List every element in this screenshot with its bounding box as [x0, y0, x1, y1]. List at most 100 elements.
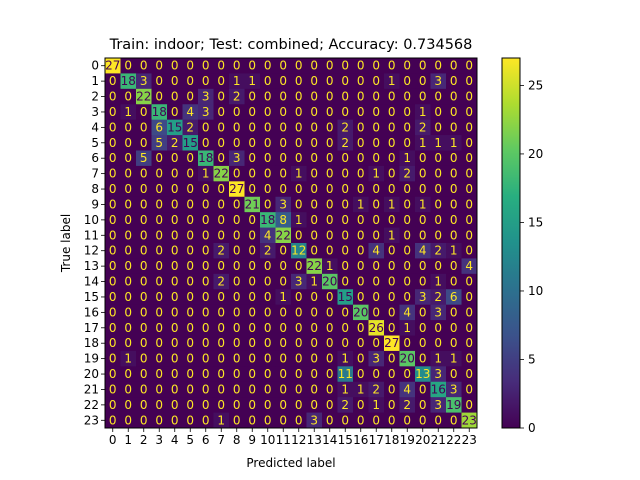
y-axis-label: True label	[59, 214, 73, 273]
cell-value-label: 0	[186, 59, 194, 73]
cell-value-label: 0	[109, 228, 117, 242]
cell-value-label: 0	[295, 120, 303, 134]
cell-value-label: 0	[233, 290, 241, 304]
heatmap-cell	[430, 135, 447, 151]
heatmap-cell	[291, 258, 307, 275]
cell-value-label: 0	[372, 413, 380, 427]
cell-value-label: 18	[198, 151, 213, 165]
cell-value-label: 0	[155, 367, 163, 381]
heatmap-cell	[136, 335, 152, 352]
heatmap-cell	[306, 212, 323, 228]
heatmap-cell	[368, 104, 385, 121]
cell-value-label: 2	[217, 244, 225, 258]
cell-value-label: 0	[140, 398, 148, 412]
y-tick-label: 10	[84, 213, 99, 227]
heatmap-cell	[368, 304, 385, 321]
heatmap-cell	[322, 181, 338, 198]
cell-value-label: 0	[264, 90, 272, 104]
cell-value-label: 0	[264, 305, 272, 319]
heatmap-cell	[167, 320, 183, 336]
cell-value-label: 0	[233, 213, 241, 227]
cell-value-label: 0	[248, 244, 256, 258]
y-tick-label: 17	[84, 321, 99, 335]
cell-value-label: 0	[264, 413, 272, 427]
cell-value-label: 0	[279, 90, 287, 104]
cell-value-label: 0	[419, 213, 427, 227]
heatmap-cell	[167, 165, 183, 182]
cell-value-label: 0	[186, 228, 194, 242]
cell-value-label: 0	[171, 213, 179, 227]
heatmap-cell	[322, 381, 338, 398]
cell-value-label: 0	[186, 197, 194, 211]
x-tick-label: 1	[124, 433, 132, 447]
cell-value-label: 0	[465, 90, 473, 104]
cell-value-label: 0	[171, 228, 179, 242]
cell-value-label: 0	[248, 321, 256, 335]
heatmap-cell	[275, 181, 292, 198]
heatmap-cell	[213, 73, 230, 90]
cell-value-label: 3	[434, 367, 442, 381]
heatmap-cell	[136, 366, 152, 383]
cell-value-label: 0	[326, 90, 334, 104]
cell-value-label: 0	[295, 352, 303, 366]
heatmap-cell	[399, 196, 416, 213]
cell-value-label: 1	[279, 290, 287, 304]
heatmap-cell	[368, 150, 385, 167]
cell-value-label: 0	[326, 413, 334, 427]
colorbar-tick-label: 5	[528, 352, 536, 366]
cell-value-label: 0	[279, 367, 287, 381]
cell-value-label: 0	[465, 275, 473, 289]
heatmap-cell	[353, 381, 369, 398]
cell-value-label: 20	[322, 275, 337, 289]
cell-value-label: 0	[186, 290, 194, 304]
heatmap-cell	[384, 58, 400, 74]
heatmap-cell	[384, 412, 400, 429]
heatmap-cell	[182, 273, 199, 290]
heatmap-cell	[415, 289, 431, 306]
cell-value-label: 0	[264, 182, 272, 196]
cell-value-label: 0	[326, 336, 334, 350]
heatmap-cell	[229, 212, 245, 228]
cell-value-label: 0	[109, 305, 117, 319]
heatmap-cell	[368, 73, 385, 90]
chart-title: Train: indoor; Test: combined; Accuracy:…	[109, 37, 473, 53]
x-tick-label: 15	[338, 433, 353, 447]
heatmap-cell	[182, 243, 199, 259]
cell-value-label: 0	[171, 151, 179, 165]
y-tick-label: 18	[84, 336, 99, 350]
cell-value-label: 11	[338, 367, 353, 381]
cell-value-label: 0	[155, 398, 163, 412]
cell-value-label: 2	[434, 244, 442, 258]
x-tick-label: 5	[186, 433, 194, 447]
heatmap-cell	[384, 335, 400, 352]
cell-value-label: 0	[186, 90, 194, 104]
cell-value-label: 0	[264, 367, 272, 381]
cell-value-label: 0	[217, 74, 225, 88]
cell-value-label: 0	[124, 244, 132, 258]
heatmap-cell	[291, 366, 307, 383]
cell-value-label: 0	[419, 382, 427, 396]
cell-value-label: 0	[341, 228, 349, 242]
cell-value-label: 0	[403, 244, 411, 258]
cell-value-label: 0	[419, 398, 427, 412]
cell-value-label: 0	[341, 259, 349, 273]
heatmap-cell	[430, 88, 447, 105]
cell-value-label: 0	[155, 413, 163, 427]
cell-value-label: 0	[295, 136, 303, 150]
heatmap-cell	[182, 227, 199, 244]
heatmap-cell	[415, 258, 431, 275]
cell-value-label: 0	[326, 167, 334, 181]
heatmap-cell	[244, 412, 261, 429]
heatmap-cell	[415, 397, 431, 413]
cell-value-label: 27	[105, 59, 120, 73]
heatmap-cell	[384, 397, 400, 413]
cell-value-label: 0	[465, 213, 473, 227]
heatmap-cell	[353, 273, 369, 290]
cell-value-label: 0	[186, 352, 194, 366]
cell-value-label: 0	[326, 182, 334, 196]
cell-value-label: 4	[403, 382, 411, 396]
heatmap-cell	[415, 150, 431, 167]
cell-value-label: 0	[450, 336, 458, 350]
y-tick-label: 21	[84, 382, 99, 396]
cell-value-label: 1	[295, 167, 303, 181]
